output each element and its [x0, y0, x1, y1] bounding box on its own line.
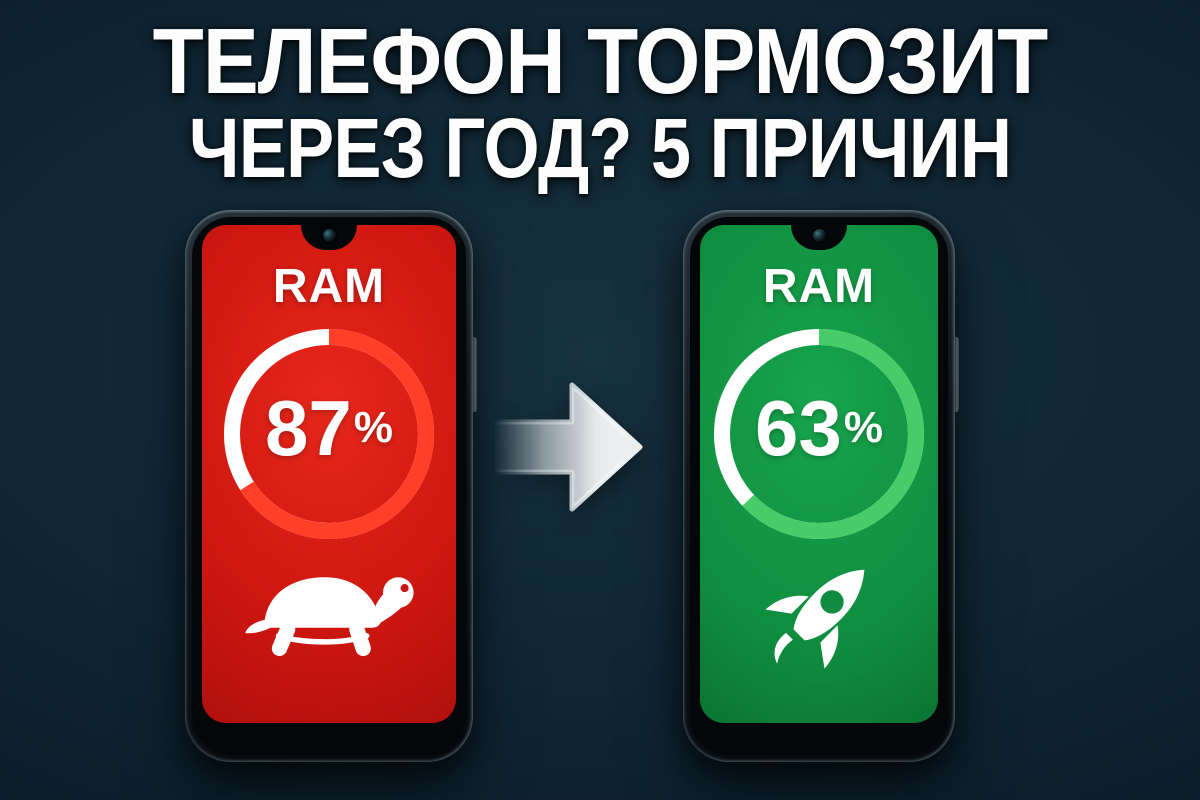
percent-sign: % — [843, 403, 883, 452]
front-camera — [812, 229, 826, 242]
rocket-window — [820, 590, 844, 614]
ram-percentage-number: 63 — [755, 384, 842, 472]
phone-bezel: RAM 63 % — [690, 217, 948, 755]
phone-frame: RAM 87 % — [185, 210, 473, 762]
phone-screen: RAM 63 % — [700, 225, 938, 723]
volume-button — [953, 337, 959, 412]
volume-button — [471, 337, 477, 412]
ram-usage-gauge: 87 % — [223, 328, 435, 540]
screen-content: RAM 87 % — [202, 225, 456, 723]
ram-label: RAM — [272, 260, 386, 313]
gauge-ring — [224, 329, 434, 539]
front-camera — [322, 229, 336, 242]
title-line-2: ЧЕРЕЗ ГОД? 5 ПРИЧИН — [188, 101, 1012, 195]
ram-percentage: 87 % — [223, 322, 435, 534]
gauge-ring — [714, 329, 924, 539]
phone-frame: RAM 63 % — [683, 210, 955, 762]
ram-usage-gauge: 63 % — [713, 328, 925, 540]
ram-label: RAM — [762, 260, 876, 313]
phone-before: RAM 87 % — [185, 210, 477, 762]
ram-percentage: 63 % — [713, 322, 925, 534]
phone-screen: RAM 87 % — [202, 225, 456, 723]
rocket-icon — [765, 569, 865, 669]
arrow-right-icon — [492, 382, 643, 512]
turtle-icon — [245, 577, 414, 657]
title-line-1: ТЕЛЕФОН ТОРМОЗИТ — [152, 9, 1049, 113]
percent-sign: % — [353, 403, 393, 452]
turtle-eye — [400, 584, 409, 593]
screen-content: RAM 63 % — [700, 225, 938, 723]
phone-after: RAM 63 % — [683, 210, 959, 762]
phone-bezel: RAM 87 % — [192, 217, 466, 755]
ram-percentage-number: 87 — [265, 384, 352, 472]
